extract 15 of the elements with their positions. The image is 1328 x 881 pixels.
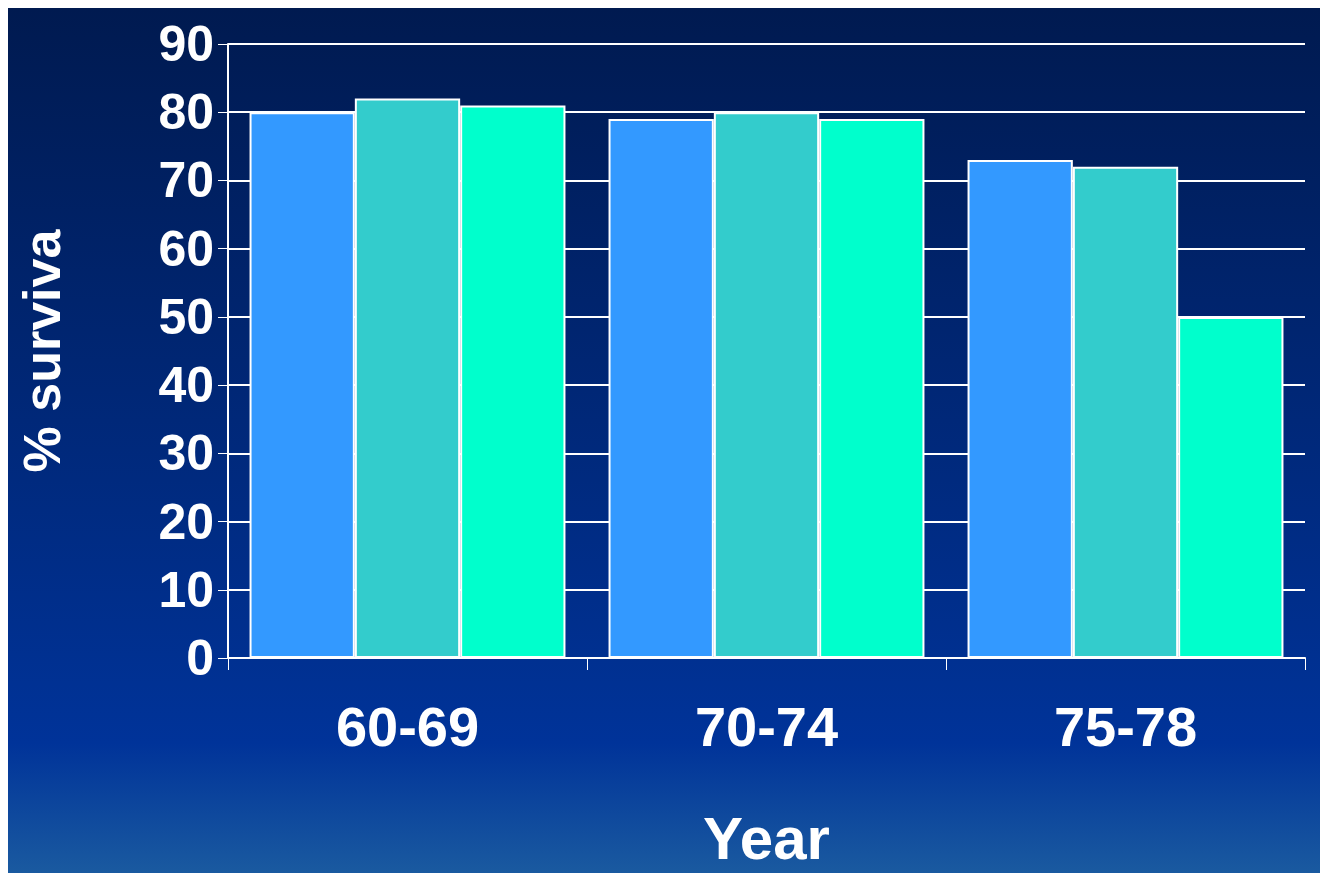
y-axis-title: % surviva bbox=[13, 228, 71, 473]
y-tick-label: 10 bbox=[158, 561, 214, 618]
y-tick-label: 80 bbox=[158, 84, 214, 141]
y-tick-label: 20 bbox=[158, 493, 214, 550]
x-tick-label: 70-74 bbox=[694, 694, 839, 758]
y-tick-label: 90 bbox=[158, 16, 214, 72]
y-tick-label: 60 bbox=[158, 220, 214, 277]
y-tick-label: 70 bbox=[158, 152, 214, 209]
x-axis-title: Year bbox=[703, 804, 830, 872]
x-tick-label: 75-78 bbox=[1053, 694, 1198, 758]
y-tick-label: 0 bbox=[186, 630, 214, 686]
x-tick-label: 60-69 bbox=[335, 694, 480, 758]
y-tick-label: 30 bbox=[158, 425, 214, 482]
y-tick-label: 40 bbox=[158, 357, 214, 414]
y-tick-label: 50 bbox=[158, 288, 214, 345]
